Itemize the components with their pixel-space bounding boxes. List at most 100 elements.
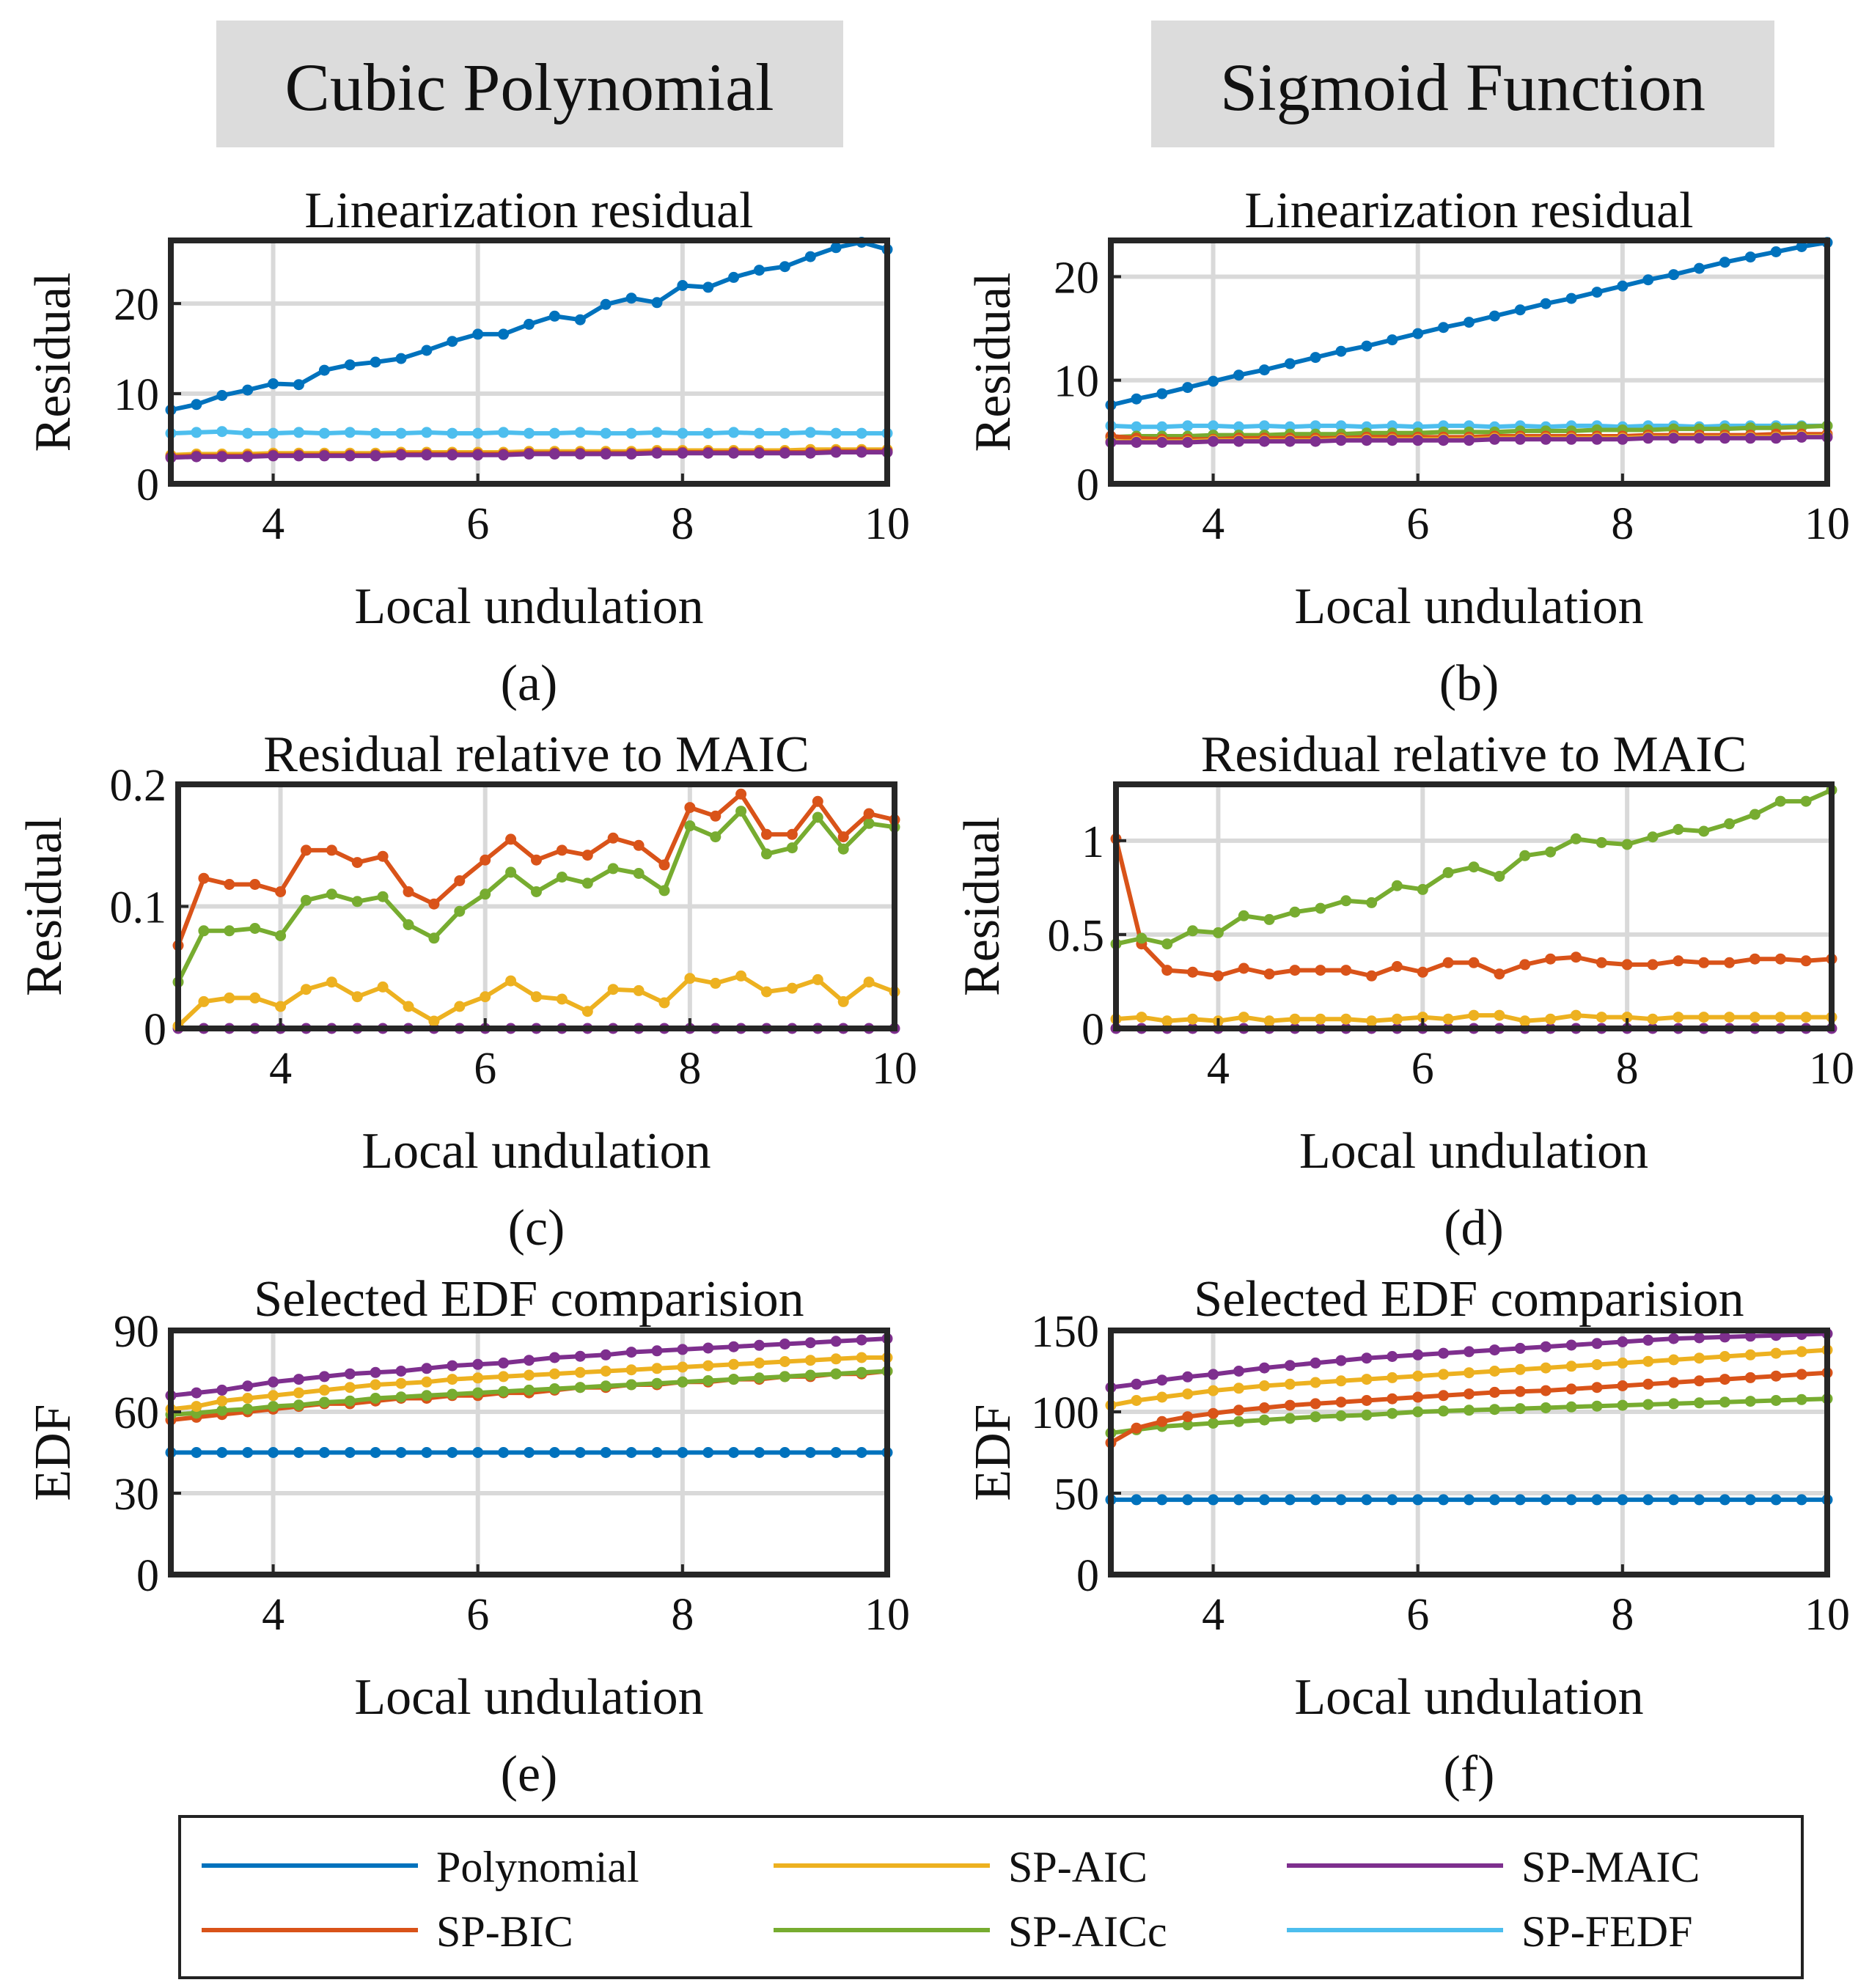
data-point [1335, 1375, 1347, 1387]
data-point [1744, 1396, 1756, 1407]
x-tick-label: 6 [466, 499, 489, 549]
data-point [403, 886, 414, 897]
data-point [1617, 433, 1629, 445]
data-point [1540, 298, 1552, 309]
data-point [1361, 1374, 1373, 1385]
data-point [1417, 1012, 1428, 1023]
data-point [268, 450, 279, 462]
data-point [1796, 241, 1807, 252]
data-point [318, 1447, 330, 1458]
data-point [754, 1339, 765, 1351]
data-point [812, 795, 823, 807]
y-axis-label: Residual [954, 817, 1010, 996]
data-point [625, 1364, 637, 1376]
data-point [830, 242, 842, 254]
data-point [1591, 287, 1603, 298]
data-point [293, 1447, 304, 1458]
data-point [1233, 1494, 1244, 1506]
x-tick-label: 8 [671, 499, 694, 549]
legend-entry-sp-fedf: SP-FEDF [1287, 1907, 1692, 1956]
data-point [1156, 388, 1168, 400]
data-point [1387, 435, 1398, 446]
data-point [1488, 1404, 1500, 1415]
data-point [1131, 1422, 1142, 1434]
data-point [1238, 962, 1249, 974]
data-point [1387, 1372, 1398, 1383]
data-point [344, 1395, 356, 1407]
data-point [216, 390, 228, 401]
series-sp-aic [1110, 1009, 1837, 1027]
data-point [1361, 340, 1373, 352]
data-point [856, 1334, 867, 1346]
data-point [326, 888, 337, 900]
data-point [498, 1447, 510, 1458]
data-point [1233, 369, 1244, 381]
data-point [1570, 951, 1582, 963]
data-point [1744, 1372, 1756, 1383]
data-point [1284, 1360, 1296, 1372]
data-point [702, 447, 714, 459]
data-point [581, 1006, 593, 1017]
data-point [377, 850, 389, 862]
y-tick-label: 0 [144, 1005, 166, 1055]
data-point [1570, 833, 1582, 844]
data-point [1310, 1357, 1321, 1369]
chart-title: Residual relative to MAIC [263, 726, 809, 783]
data-point [498, 328, 510, 340]
data-point [1488, 1344, 1500, 1356]
data-point [1387, 1351, 1398, 1362]
data-point [548, 310, 560, 322]
data-point [600, 298, 612, 310]
data-point [779, 1447, 790, 1458]
data-point [293, 1374, 304, 1385]
data-point [403, 1001, 414, 1012]
data-point [1514, 304, 1526, 316]
data-point [1694, 1397, 1705, 1409]
x-tick-label: 8 [1611, 1590, 1634, 1640]
data-point [224, 925, 235, 937]
data-point [812, 973, 823, 985]
data-point [1770, 246, 1782, 257]
data-point [1642, 274, 1654, 286]
data-point [863, 817, 875, 829]
data-point [1438, 435, 1450, 446]
data-point [1412, 1391, 1424, 1403]
header-right-box [1151, 21, 1774, 147]
data-point [1136, 1012, 1148, 1023]
data-point [428, 1015, 440, 1027]
data-point [1514, 1494, 1526, 1506]
data-point [556, 872, 568, 883]
panel-label: (c) [508, 1200, 565, 1256]
data-point [804, 427, 816, 438]
data-point [531, 886, 542, 897]
legend-entry-sp-aicc: SP-AICc [774, 1907, 1167, 1956]
data-point [318, 450, 330, 462]
data-point [454, 875, 466, 886]
data-point [498, 1357, 510, 1369]
data-point [498, 427, 510, 438]
data-point [1289, 906, 1301, 918]
data-point [837, 843, 849, 855]
data-point [651, 447, 663, 459]
x-tick-label: 10 [872, 1044, 917, 1094]
data-point [754, 265, 765, 276]
data-point [1156, 421, 1168, 432]
data-point [242, 451, 254, 463]
y-tick-label: 0 [1076, 460, 1099, 510]
data-point [1494, 871, 1505, 882]
data-point [1672, 824, 1684, 835]
data-point [1335, 1410, 1347, 1421]
data-point [1565, 1361, 1577, 1372]
data-point [651, 427, 663, 438]
data-point [1438, 1369, 1450, 1380]
axes-frame [1108, 1328, 1830, 1577]
data-point [804, 251, 816, 262]
x-tick-label: 6 [1411, 1044, 1434, 1094]
data-point [1540, 1385, 1552, 1396]
data-point [480, 991, 491, 1003]
data-point [1591, 433, 1603, 445]
data-point [1233, 435, 1244, 447]
legend-label: Polynomial [436, 1843, 639, 1891]
data-point [1182, 420, 1194, 432]
data-point [1417, 883, 1428, 895]
